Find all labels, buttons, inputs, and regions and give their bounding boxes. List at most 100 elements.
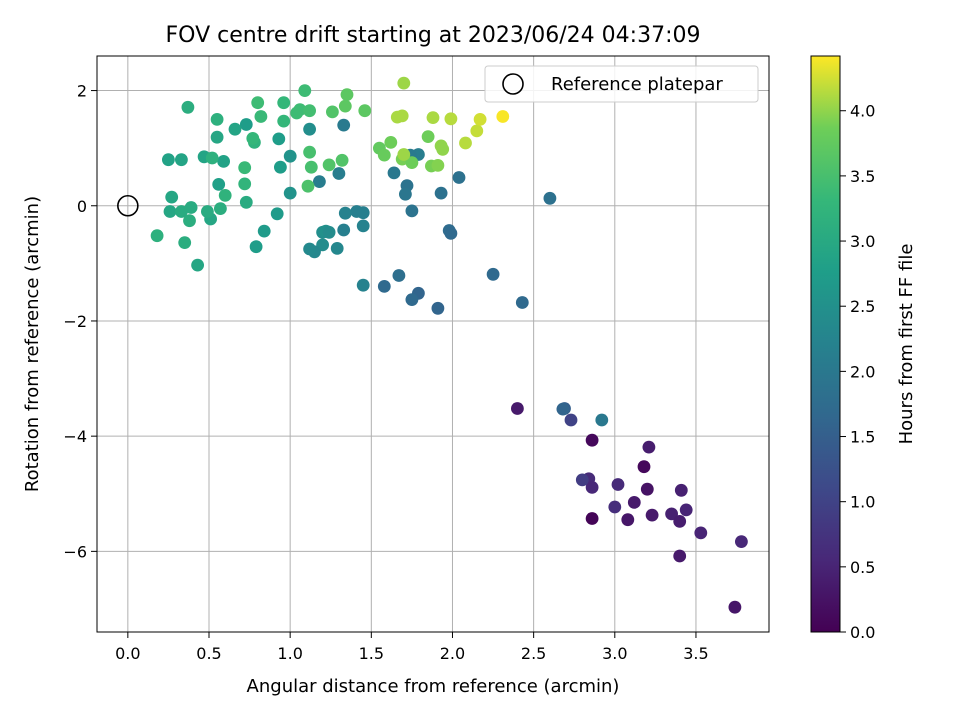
- x-tick-label: 2.5: [521, 644, 546, 663]
- data-point: [642, 440, 656, 454]
- data-point: [293, 103, 307, 116]
- data-point: [178, 236, 192, 250]
- data-point: [338, 99, 352, 113]
- data-point: [303, 104, 316, 118]
- data-point: [335, 153, 349, 167]
- x-tick-label: 3.5: [683, 644, 708, 663]
- data-point: [238, 177, 252, 191]
- data-point: [673, 515, 687, 528]
- data-point: [674, 483, 688, 497]
- data-point: [303, 242, 316, 256]
- data-point: [377, 280, 391, 293]
- data-point: [277, 114, 291, 128]
- colorbar-tick-label: 3.5: [850, 167, 875, 186]
- data-point: [585, 433, 599, 447]
- chart-title: FOV centre drift starting at 2023/06/24 …: [166, 23, 701, 48]
- data-point: [637, 460, 651, 474]
- colorbar-tick-label: 0.0: [850, 623, 875, 642]
- data-point: [239, 195, 253, 209]
- data-point: [326, 105, 339, 119]
- data-point: [595, 413, 609, 427]
- data-point: [608, 500, 622, 514]
- data-point: [431, 301, 445, 315]
- data-point: [298, 84, 312, 97]
- data-point: [337, 118, 351, 132]
- data-point: [249, 240, 263, 254]
- data-point: [426, 111, 440, 124]
- data-point: [431, 159, 445, 172]
- data-point: [444, 112, 458, 126]
- plot-frame: [96, 55, 770, 633]
- data-point: [257, 224, 271, 238]
- data-point: [421, 130, 435, 144]
- data-point: [239, 118, 253, 131]
- data-point: [246, 132, 260, 145]
- data-point: [322, 158, 336, 172]
- data-point: [434, 139, 448, 153]
- data-point: [313, 175, 326, 189]
- reference-marker-group: [117, 194, 139, 217]
- colorbar-ticks: 0.0 0.5 1.0 1.5 2.0 2.5 3.0 3.5 4.0: [840, 102, 875, 642]
- data-point: [459, 136, 472, 150]
- colorbar-gradient: [811, 56, 840, 632]
- data-point: [679, 503, 693, 517]
- data-point: [627, 496, 641, 509]
- data-point: [210, 113, 224, 126]
- data-point: [251, 96, 265, 110]
- y-tick-label: −6: [63, 542, 87, 561]
- legend-entry-reference-platepar: Reference platepar: [551, 74, 723, 95]
- data-point: [564, 413, 578, 427]
- data-point: [356, 206, 370, 220]
- colorbar-tick-label: 2.5: [850, 297, 875, 316]
- colorbar-tick-label: 4.0: [850, 102, 875, 121]
- x-tick-label: 0.0: [115, 644, 140, 663]
- data-point: [214, 202, 227, 216]
- data-point: [340, 88, 354, 101]
- data-point: [322, 225, 336, 239]
- data-point: [272, 132, 286, 146]
- data-point: [205, 151, 219, 165]
- data-point: [397, 76, 411, 90]
- y-tick-label: −4: [63, 427, 87, 446]
- data-point: [640, 482, 654, 496]
- data-point: [377, 148, 391, 162]
- data-point: [175, 205, 188, 218]
- x-axis-label: Angular distance from reference (arcmin): [247, 676, 620, 697]
- data-point: [332, 167, 346, 180]
- data-point: [575, 473, 589, 487]
- data-point: [212, 178, 226, 191]
- data-point: [452, 171, 466, 184]
- data-point: [338, 206, 352, 220]
- data-points: [150, 76, 748, 614]
- data-point: [163, 205, 177, 218]
- data-point: [330, 242, 344, 255]
- data-point: [301, 179, 315, 193]
- data-point: [274, 160, 287, 174]
- data-point: [150, 229, 164, 243]
- data-point: [201, 205, 214, 218]
- data-point: [665, 507, 678, 521]
- data-point: [397, 148, 411, 161]
- data-point: [303, 122, 316, 136]
- data-point: [694, 526, 708, 540]
- y-tick-label: −2: [63, 312, 87, 331]
- data-point: [277, 96, 291, 110]
- data-point: [434, 186, 448, 200]
- data-point: [217, 155, 231, 168]
- colorbar-tick-label: 3.0: [850, 232, 875, 251]
- data-point: [405, 293, 419, 306]
- data-point: [556, 402, 570, 416]
- data-point: [543, 191, 557, 205]
- data-point: [181, 100, 195, 114]
- data-point: [511, 402, 524, 415]
- data-point: [444, 227, 458, 240]
- x-tick-label: 1.0: [277, 644, 302, 663]
- data-point: [175, 153, 188, 167]
- data-point: [515, 296, 529, 309]
- data-point: [486, 267, 500, 281]
- x-tick-label: 1.5: [359, 644, 384, 663]
- x-axis-ticks: 0.0 0.5 1.0 1.5 2.0 2.5 3.0 3.5: [115, 632, 709, 663]
- legend-reference-marker: [502, 73, 524, 95]
- legend: Reference platepar: [484, 65, 759, 103]
